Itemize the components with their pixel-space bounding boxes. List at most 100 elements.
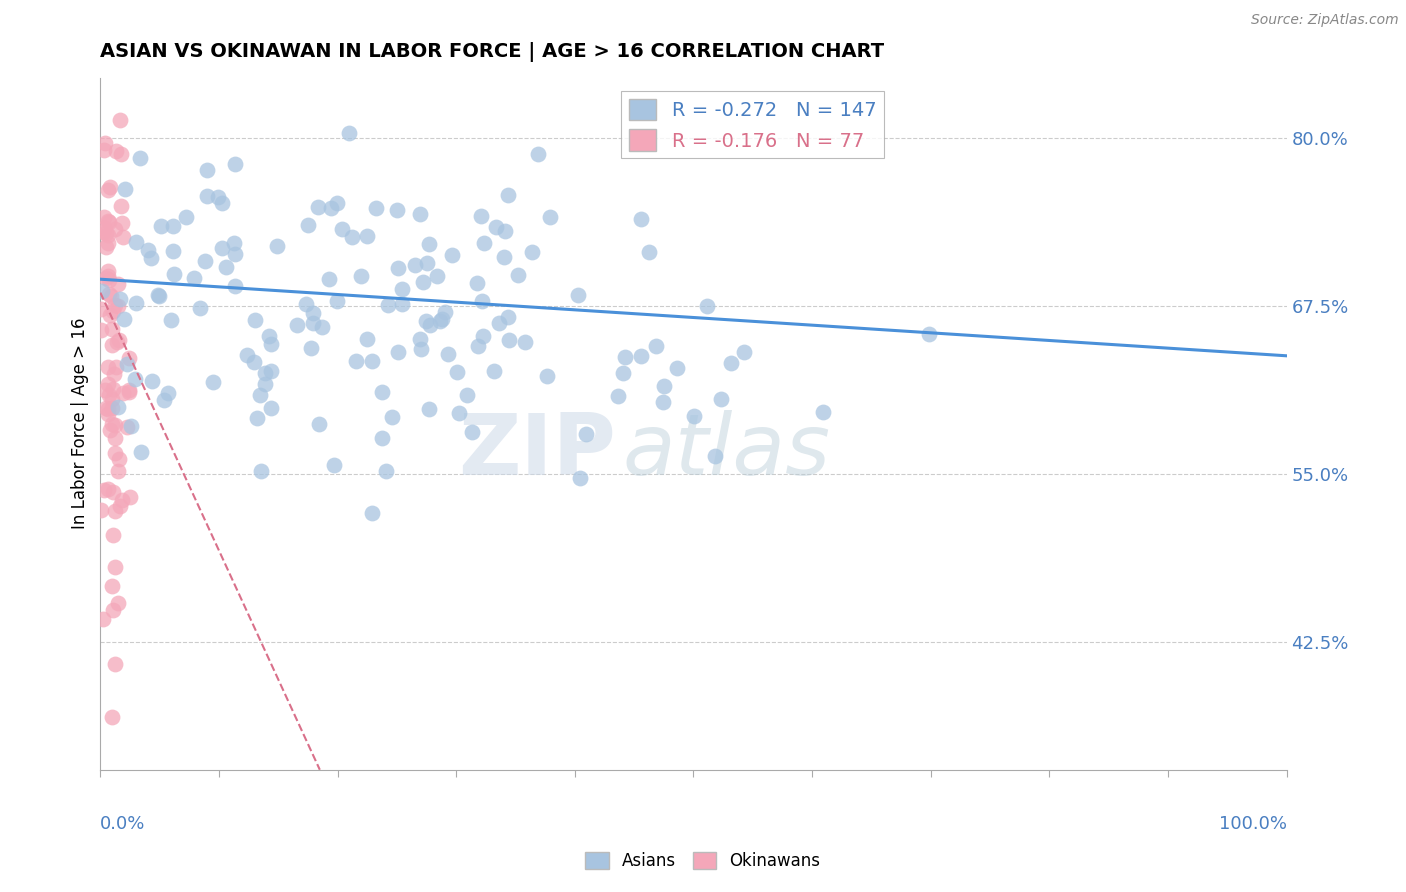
Point [224, 156, 246, 170]
Point [111, 492, 134, 507]
Point [101, 417, 124, 431]
Point [391, 296, 413, 310]
Point [124, 295, 146, 310]
Point [307, 200, 329, 214]
Point [148, 289, 170, 303]
Point [387, 202, 409, 217]
Point [93, 612, 115, 626]
Point [211, 195, 233, 210]
Point [136, 244, 159, 258]
Point [381, 409, 404, 424]
Point [330, 222, 353, 236]
Point [506, 268, 529, 282]
Point [322, 458, 344, 473]
Text: Source: ZipAtlas.com: Source: ZipAtlas.com [1251, 13, 1399, 28]
Text: 0.0%: 0.0% [100, 814, 146, 833]
Point [97, 401, 120, 416]
Point [103, 368, 125, 382]
Point [350, 268, 373, 283]
Point [91, 225, 114, 239]
Point [111, 215, 134, 229]
Point [614, 350, 637, 364]
Point [683, 409, 706, 423]
Point [567, 287, 589, 301]
Point [159, 313, 181, 327]
Point [710, 392, 733, 406]
Point [364, 201, 387, 215]
Point [93, 483, 115, 497]
Point [356, 332, 378, 346]
Point [415, 314, 437, 328]
Text: atlas: atlas [623, 409, 831, 493]
Point [207, 190, 229, 204]
Point [118, 351, 141, 366]
Point [156, 385, 179, 400]
Point [97, 215, 120, 229]
Point [118, 383, 141, 397]
Point [107, 277, 129, 292]
Point [94, 136, 117, 151]
Point [612, 366, 634, 380]
Point [484, 219, 506, 234]
Point [110, 146, 132, 161]
Point [103, 528, 125, 542]
Point [536, 368, 558, 383]
Point [97, 214, 120, 228]
Point [472, 236, 495, 251]
Point [125, 235, 148, 250]
Point [387, 260, 409, 275]
Point [416, 256, 439, 270]
Point [90, 503, 112, 517]
Point [124, 372, 146, 386]
Point [515, 335, 537, 350]
Text: ZIP: ZIP [458, 409, 616, 493]
Point [107, 464, 129, 478]
Point [606, 389, 628, 403]
Point [107, 299, 129, 313]
Point [105, 144, 128, 158]
Point [104, 432, 127, 446]
Legend: Asians, Okinawans: Asians, Okinawans [579, 845, 827, 877]
Point [97, 408, 120, 422]
Point [174, 211, 197, 225]
Point [224, 278, 246, 293]
Point [471, 329, 494, 343]
Point [201, 376, 224, 390]
Point [418, 401, 440, 416]
Point [118, 385, 141, 400]
Point [98, 272, 121, 286]
Point [93, 221, 115, 235]
Point [569, 471, 592, 485]
Point [426, 269, 449, 284]
Point [527, 147, 550, 161]
Point [260, 337, 283, 351]
Point [733, 345, 755, 359]
Point [104, 418, 127, 433]
Point [97, 235, 120, 250]
Point [222, 236, 245, 251]
Point [108, 452, 131, 467]
Point [101, 382, 124, 396]
Point [377, 298, 399, 312]
Point [93, 384, 115, 398]
Point [107, 400, 129, 414]
Point [720, 356, 742, 370]
Point [139, 251, 162, 265]
Point [195, 189, 218, 203]
Point [190, 301, 212, 316]
Point [115, 357, 138, 371]
Point [429, 314, 451, 328]
Point [446, 365, 468, 379]
Point [645, 339, 668, 353]
Point [266, 239, 288, 253]
Point [665, 360, 688, 375]
Point [482, 363, 505, 377]
Point [494, 251, 516, 265]
Point [297, 219, 319, 233]
Point [120, 418, 142, 433]
Point [575, 427, 598, 442]
Point [112, 386, 135, 401]
Point [412, 275, 434, 289]
Point [112, 312, 135, 326]
Point [105, 335, 128, 350]
